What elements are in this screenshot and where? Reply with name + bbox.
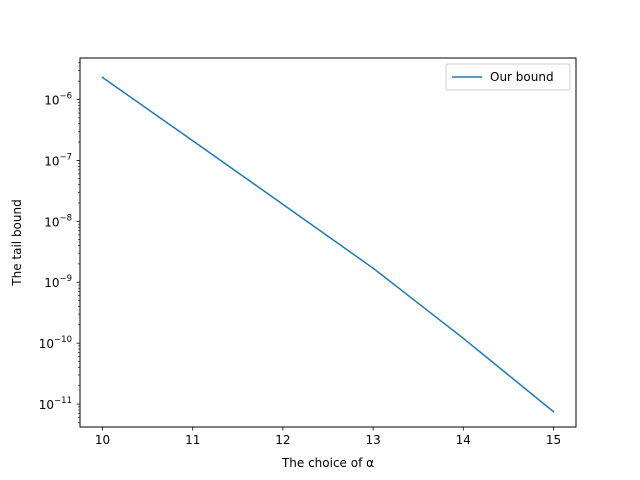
plot-frame bbox=[79, 57, 577, 428]
y-tick-exponent: −9 bbox=[59, 274, 72, 284]
y-tick-base: 10 bbox=[44, 276, 59, 290]
y-tick-base: 10 bbox=[44, 154, 59, 168]
x-tick-label: 14 bbox=[456, 433, 471, 447]
x-tick-label: 10 bbox=[95, 433, 110, 447]
x-tick-label: 13 bbox=[365, 433, 380, 447]
y-tick-base: 10 bbox=[44, 215, 59, 229]
y-axis-label: The tail bound bbox=[10, 199, 24, 286]
y-tick-exponent: −8 bbox=[59, 213, 72, 223]
y-tick-exponent: −11 bbox=[54, 396, 72, 406]
y-tick-base: 10 bbox=[44, 93, 59, 107]
y-tick-label: 10−6 bbox=[44, 91, 72, 107]
y-tick-label: 10−8 bbox=[44, 213, 72, 229]
y-tick-base: 10 bbox=[39, 337, 54, 351]
series-layer bbox=[101, 76, 555, 413]
y-tick-exponent: −7 bbox=[59, 152, 72, 162]
y-tick-label: 10−10 bbox=[39, 335, 72, 351]
y-tick-exponent: −6 bbox=[59, 91, 72, 101]
x-tick-label: 15 bbox=[546, 433, 561, 447]
legend: Our bound bbox=[445, 63, 571, 91]
y-tick-label: 10−11 bbox=[39, 396, 72, 412]
x-tick-label: 11 bbox=[185, 433, 200, 447]
legend-label-our-bound: Our bound bbox=[490, 70, 554, 84]
y-tick-exponent: −10 bbox=[54, 335, 72, 345]
y-tick-label: 10−9 bbox=[44, 274, 72, 290]
x-tick-label: 12 bbox=[275, 433, 290, 447]
series-line-our-bound bbox=[101, 76, 555, 413]
x-axis-label: The choice of α bbox=[281, 456, 374, 470]
y-tick-base: 10 bbox=[39, 398, 54, 412]
legend-box bbox=[445, 63, 571, 91]
y-tick-label: 10−7 bbox=[44, 152, 72, 168]
